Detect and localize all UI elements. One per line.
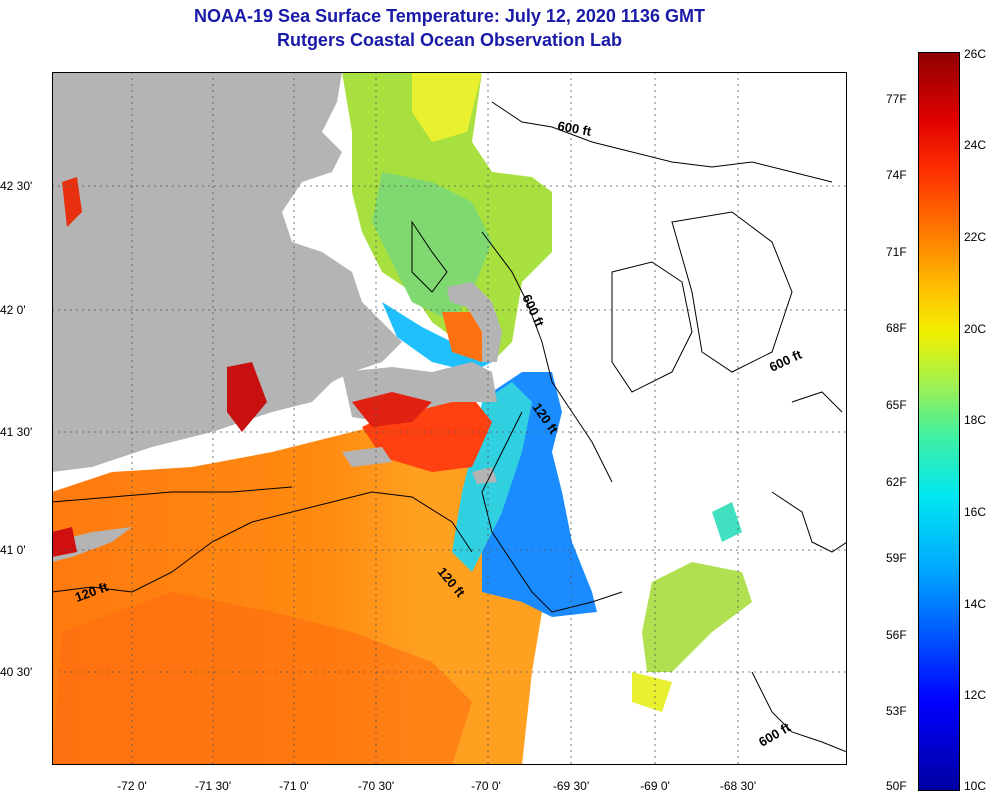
celsius-label-26: 26C [964,47,987,61]
fahrenheit-label-56: 56F [886,628,907,642]
celsius-label-14: 14C [964,597,987,611]
fahrenheit-label-71: 71F [886,245,907,259]
lon-label-68-30: -68 30' [719,779,757,793]
contour-east-2 [791,391,843,413]
hot-river [227,362,267,432]
fahrenheit-label-62: 62F [886,475,907,489]
fahrenheit-label-53: 53F [886,704,907,718]
east-patch-3 [632,672,672,712]
lat-label-41-0: 41 0' [0,543,26,557]
celsius-label-20: 20C [964,322,987,336]
lat-label-42-30: 42 30' [0,179,33,193]
lon-label-71-30: -71 30' [194,779,232,793]
fahrenheit-label-68: 68F [886,321,907,335]
lat-label-41-30: 41 30' [0,425,33,439]
depth-contours [52,101,847,753]
fahrenheit-label-77: 77F [886,92,907,106]
celsius-label-12: 12C [964,688,987,702]
fahrenheit-label-59: 59F [886,551,907,565]
contour-600ft-cape [481,231,613,483]
land-long-island [52,527,132,562]
lon-label-71-0: -71 0' [279,779,309,793]
contour-600ft-north [491,101,833,183]
land-islands [342,447,497,484]
celsius-label-18: 18C [964,413,987,427]
lon-label-69-30: -69 30' [552,779,590,793]
sst-map: 600 ft 600 ft 600 ft 120 ft 120 ft 120 f… [52,72,847,765]
temperature-colorbar [918,52,960,791]
fahrenheit-label-50: 50F [886,779,907,793]
celsius-label-10: 10C [964,779,987,793]
fahrenheit-label-74: 74F [886,168,907,182]
hot-spot-north [62,177,82,227]
hot-bay [352,392,432,427]
map-subtitle: Rutgers Coastal Ocean Observation Lab [276,30,623,50]
east-patch-1 [642,562,752,672]
east-patch-2 [712,502,742,542]
lon-label-72-0: -72 0' [117,779,147,793]
hot-coast [52,527,77,557]
lat-label-40-30: 40 30' [0,665,33,679]
contour-600ft-south [751,671,847,753]
map-frame [52,72,847,765]
lat-lon-grid [52,72,847,765]
contour-east-1 [771,491,847,553]
map-title: NOAA-19 Sea Surface Temperature: July 12… [194,6,705,26]
gulf-water-yellow [412,72,482,142]
contour-120ft-east [481,411,623,613]
contour-120ft-south [52,491,473,593]
lon-label-70-0: -70 0' [471,779,501,793]
celsius-label-22: 22C [964,230,987,244]
celsius-label-24: 24C [964,138,987,152]
land-new-england [52,72,402,472]
lon-label-70-30: -70 30' [357,779,395,793]
contour-georges [671,211,793,373]
lon-label-69-0: -69 0' [640,779,670,793]
celsius-label-16: 16C [964,505,987,519]
contour-bank [611,261,693,393]
warm-patch [52,592,472,765]
fahrenheit-label-65: 65F [886,398,907,412]
contour-ring [411,220,448,293]
lat-label-42-0: 42 0' [0,303,26,317]
contour-label-600ft-1: 600 ft [556,118,593,139]
contour-shelf [52,486,293,503]
